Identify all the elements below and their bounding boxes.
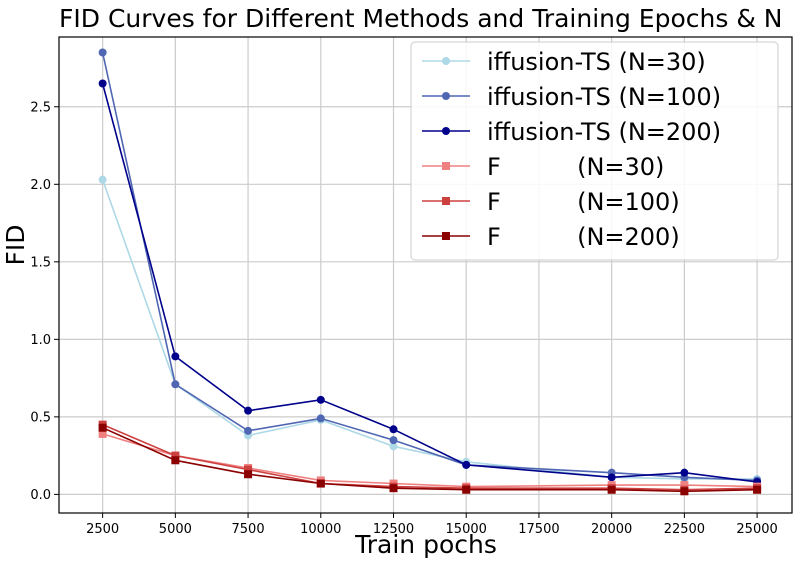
data-point-circle <box>171 352 180 361</box>
data-point-square <box>171 451 180 460</box>
plot-frame <box>58 36 793 514</box>
legend-item: F (N=30) <box>422 153 664 181</box>
data-point-square <box>389 484 398 493</box>
y-tick-label: 1.5 <box>30 255 51 270</box>
legend-marker-square <box>442 232 450 240</box>
legend-item: iffusion-TS (N=30) <box>422 48 706 76</box>
x-tick-label: 10000 <box>300 522 341 537</box>
legend-item: iffusion-TS (N=100) <box>422 83 721 111</box>
y-tick-label: 2.0 <box>30 178 51 193</box>
data-point-square <box>171 456 180 465</box>
data-point-circle <box>462 460 471 469</box>
x-tick-label: 20000 <box>591 522 632 537</box>
x-tick-label: 22500 <box>664 522 705 537</box>
y-tick-label: 0.5 <box>30 410 51 425</box>
x-tick-label: 5000 <box>159 522 192 537</box>
data-point-circle <box>389 436 398 445</box>
legend-label: iffusion-TS (N=100) <box>487 83 721 111</box>
data-point-square <box>753 485 762 494</box>
x-tick-label: 15000 <box>446 522 487 537</box>
data-point-square <box>244 470 253 479</box>
legend-marker-circle <box>442 57 450 65</box>
y-axis-label: FID <box>1 224 30 265</box>
data-point-square <box>244 465 253 474</box>
legend-item: F (N=200) <box>422 223 680 251</box>
series-6 <box>98 423 762 496</box>
data-point-circle <box>316 395 325 404</box>
series-line <box>102 423 758 491</box>
data-point-square <box>607 485 616 494</box>
x-tick-label: 7500 <box>232 522 265 537</box>
legend-box <box>410 41 779 261</box>
data-point-circle <box>98 79 107 88</box>
series-5 <box>98 420 762 494</box>
y-tick-label: 2.5 <box>30 100 51 115</box>
data-point-circle <box>98 175 107 184</box>
data-point-square <box>98 423 107 432</box>
series-2 <box>98 48 762 485</box>
data-point-circle <box>244 426 253 435</box>
legend-marker-square <box>442 162 450 170</box>
series-layer <box>98 48 762 496</box>
y-tick-label: 0.0 <box>30 488 51 503</box>
data-point-circle <box>316 414 325 423</box>
data-point-square <box>680 487 689 496</box>
series-3 <box>98 79 762 486</box>
legend-marker-circle <box>442 127 450 135</box>
legend-label: F (N=100) <box>487 188 680 216</box>
legend-marker-circle <box>442 92 450 100</box>
x-tick-label: 25000 <box>736 522 777 537</box>
data-point-square <box>462 485 471 494</box>
data-point-circle <box>607 473 616 482</box>
legend-label: F (N=30) <box>487 153 664 181</box>
x-tick-label: 17500 <box>518 522 559 537</box>
data-point-square <box>316 479 325 488</box>
data-point-circle <box>244 406 253 415</box>
data-point-circle <box>680 468 689 477</box>
x-axis-label: Train pochs <box>354 530 497 559</box>
data-point-circle <box>171 380 180 389</box>
chart-title: FID Curves for Different Methods and Tra… <box>59 4 782 33</box>
axis-ticks: 2500 5000 7500 10000 12500 15000 17500 20000 225… <box>30 100 777 537</box>
legend-label: F (N=200) <box>487 223 680 251</box>
x-tick-label: 2500 <box>86 522 119 537</box>
legend-label: iffusion-TS (N=30) <box>487 48 706 76</box>
data-point-circle <box>389 442 398 451</box>
y-tick-label: 1.0 <box>30 333 51 348</box>
data-point-circle <box>389 425 398 434</box>
legend-label: iffusion-TS (N=200) <box>487 118 721 146</box>
data-point-square <box>98 429 107 438</box>
data-point-circle <box>98 48 107 57</box>
legend-marker-square <box>442 197 450 205</box>
data-point-square <box>680 481 689 490</box>
legend: iffusion-TS (N=30) iffusion-TS (N=100) iff… <box>410 41 779 261</box>
legend-item: F (N=100) <box>422 188 680 216</box>
x-tick-label: 12500 <box>373 522 414 537</box>
legend-item: iffusion-TS (N=200) <box>422 118 721 146</box>
